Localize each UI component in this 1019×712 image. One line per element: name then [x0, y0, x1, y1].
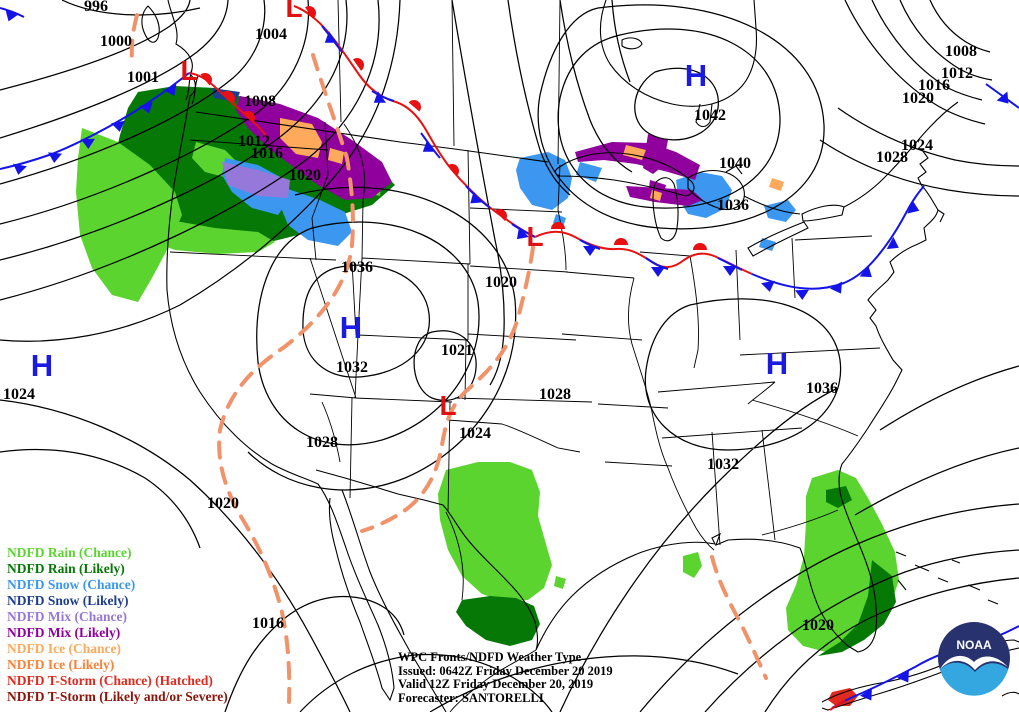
mix-chance-area — [222, 152, 362, 198]
noaa-logo-sky — [940, 662, 1008, 696]
pressure-label: 1028 — [306, 434, 338, 451]
trough-layer — [129, 13, 768, 704]
tstorm-area — [828, 688, 858, 706]
high-pressure-symbol: H — [765, 346, 789, 381]
cold-front — [0, 72, 190, 175]
pressure-label: 1000 — [100, 33, 132, 50]
noaa-bird-icon — [940, 655, 1008, 670]
trough-line — [129, 13, 139, 62]
pressure-label: 1028 — [876, 149, 908, 166]
pressure-label: 1032 — [707, 456, 739, 473]
low-pressure-symbol: L — [526, 221, 544, 252]
pressure-label: 996 — [84, 0, 108, 15]
forecaster-line: Forecaster: SANTORELLI — [398, 690, 544, 705]
pressure-label: 1024 — [3, 386, 35, 403]
low-pressure-symbol: L — [180, 55, 198, 86]
great-lakes — [554, 152, 845, 257]
legend: NDFD Rain (Chance) NDFD Rain (Likely) NDFD… — [7, 545, 228, 705]
trough-line — [217, 53, 355, 704]
legend-item: NDFD T-Storm (Likely and/or Severe) — [7, 689, 228, 704]
pressure-label: 1016 — [251, 145, 283, 162]
pressure-label: 1020 — [289, 167, 321, 184]
issued-line: Issued: 0642Z Friday December 20 2019 — [398, 663, 613, 678]
legend-item: NDFD T-Storm (Chance) (Hatched) — [7, 673, 213, 688]
high-pressure-symbol: H — [684, 58, 708, 93]
noaa-logo: NOAA — [936, 620, 1012, 696]
noaa-logo-graphic: NOAA — [938, 622, 1010, 696]
pressure-label: 1008 — [945, 43, 977, 60]
stationary-front — [293, 5, 536, 240]
stationary-front — [534, 185, 925, 300]
noaa-logo-text: NOAA — [956, 638, 992, 652]
high-pressure-symbol: H — [339, 310, 363, 345]
pressure-label: 1016 — [252, 615, 284, 632]
pressure-label: 1036 — [341, 259, 373, 276]
legend-item: NDFD Mix (Chance) — [7, 609, 127, 624]
trough-line — [360, 245, 535, 533]
rain-chance-area — [76, 128, 899, 652]
pressure-label: 1024 — [459, 425, 491, 442]
pressure-label: 1004 — [255, 26, 287, 43]
low-pressure-symbol: L — [439, 390, 457, 421]
warm-front — [188, 72, 267, 137]
legend-item: NDFD Rain (Chance) — [7, 545, 132, 560]
high-pressure-symbol: H — [30, 348, 54, 383]
mix-likely-area — [236, 96, 703, 206]
pressure-label: 1024 — [901, 137, 933, 154]
pressure-label: 1012 — [238, 133, 270, 150]
pressure-label: 1042 — [694, 107, 726, 124]
map-title: WPC Fronts/NDFD Weather Type — [398, 650, 582, 664]
pressure-label: 1020 — [485, 274, 517, 291]
pressure-label: 1040 — [719, 155, 751, 172]
pressure-label: 1028 — [539, 386, 571, 403]
legend-item: NDFD Snow (Likely) — [7, 593, 129, 608]
pressure-label: 1001 — [127, 69, 159, 86]
valid-line: Valid 12Z Friday December 20, 2019 — [398, 677, 594, 691]
pressure-label: 1008 — [244, 93, 276, 110]
pressure-label: 1021 — [441, 342, 473, 359]
pressure-label: 1020 — [902, 90, 934, 107]
pressure-label: 1016 — [918, 77, 950, 94]
title-block: WPC Fronts/NDFD Weather Type Issued: 064… — [398, 650, 613, 705]
trough-line — [710, 555, 768, 680]
pressure-label: 1032 — [336, 359, 368, 376]
islands — [821, 551, 1019, 711]
state-boundaries — [169, 0, 881, 712]
legend-item: NDFD Ice (Chance) — [7, 641, 121, 656]
coastline — [141, 0, 945, 712]
pressure-label: 1020 — [802, 617, 834, 634]
legend-item: NDFD Mix (Likely) — [7, 625, 121, 640]
pressure-label: 1036 — [717, 197, 749, 214]
precip-layer — [76, 86, 899, 706]
rain-likely-area — [456, 486, 896, 656]
pressure-label: 1036 — [806, 380, 838, 397]
low-pressure-symbol: L — [285, 0, 303, 23]
legend-item: NDFD Snow (Chance) — [7, 577, 136, 592]
legend-item: NDFD Ice (Likely) — [7, 657, 115, 672]
pressure-label: 1020 — [207, 495, 239, 512]
legend-item: NDFD Rain (Likely) — [7, 561, 125, 576]
pressure-label: 1012 — [941, 65, 973, 82]
hudson-bay-coast — [599, 0, 758, 128]
cold-front — [0, 7, 1019, 109]
